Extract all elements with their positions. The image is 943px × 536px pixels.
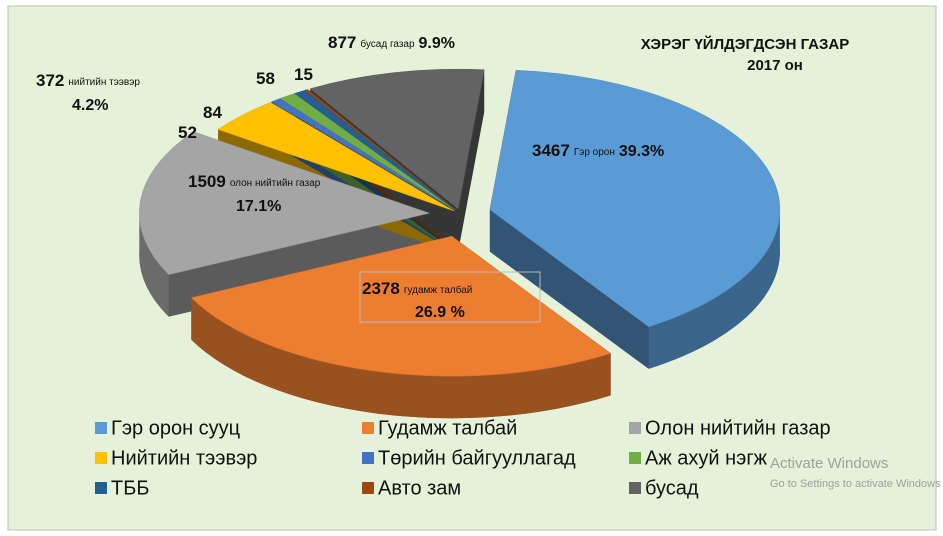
legend-swatch [629, 422, 641, 434]
slice [270, 98, 455, 211]
data-label: 372 нийтийн тээвэр [36, 71, 140, 90]
data-label: 3467 Гэр орон 39.3% [532, 141, 664, 160]
slice [190, 235, 612, 377]
slice-side [139, 213, 169, 317]
legend-swatch [629, 452, 641, 464]
slice-wall [489, 209, 649, 369]
data-label: 1509 олон нийтийн газар [188, 172, 321, 191]
slice [304, 89, 456, 211]
label-box [359, 271, 541, 323]
slice [489, 69, 781, 328]
legend-label: Нийтийн тээвэр [111, 447, 257, 469]
slice-side [648, 209, 780, 369]
legend-label: Төрийн байгууллагад [378, 447, 576, 469]
label-percent: 39.3% [619, 143, 664, 160]
label-name: нийтийн тээвэр [68, 77, 140, 88]
data-label: 84 [203, 103, 222, 122]
label-value: 877 [328, 33, 356, 52]
label-percent: 17.1% [236, 198, 281, 215]
data-label: 15 [294, 65, 313, 84]
label-percent: 26.9 % [415, 304, 465, 321]
data-label: 58 [256, 69, 275, 88]
legend-label: Гудамж талбай [378, 417, 517, 439]
legend-label: бусад [645, 477, 699, 499]
data-label: 52 [178, 123, 197, 142]
label-value: 58 [256, 69, 275, 88]
legend-label: ТББ [111, 477, 149, 499]
legend-label: Гэр орон сууц [111, 417, 240, 439]
pie [139, 68, 781, 419]
legend-swatch [362, 422, 374, 434]
label-value: 52 [178, 123, 197, 142]
legend-swatch [629, 482, 641, 494]
legend: Гэр орон сууц Гудамж талбай Олон нийтийн г… [95, 417, 831, 499]
slice [309, 68, 485, 210]
legend-label: Аж ахуй нэгж [645, 447, 768, 469]
data-label: 877 бусад газар 9.9% [328, 33, 455, 52]
legend-swatch [95, 452, 107, 464]
data-labels: 3467 Гэр орон 39.3% 2378 гудамж талбай 26.9 %… [36, 33, 664, 323]
label-value: 3467 [532, 141, 570, 160]
legend-label: Авто зам [378, 477, 461, 499]
label-value: 372 [36, 71, 64, 90]
legend-swatch [95, 422, 107, 434]
slice [217, 102, 455, 212]
label-name: олон нийтийн газар [230, 178, 321, 189]
label-name: бусад газар [360, 38, 415, 50]
slice [279, 93, 456, 211]
label-value: 1509 [188, 172, 226, 191]
legend-label: Олон нийтийн газар [645, 417, 831, 439]
watermark: Go to Settings to activate Windows [770, 478, 941, 490]
slice [139, 131, 431, 275]
label-value: 84 [203, 103, 222, 122]
slice-wall [458, 69, 485, 252]
chart-title: ХЭРЭГ ҮЙЛДЭГДСЭН ГАЗАР [641, 35, 849, 53]
watermark: Activate Windows [770, 455, 888, 472]
slice-side [191, 297, 611, 419]
chart-subtitle: 2017 он [747, 57, 803, 74]
legend-swatch [95, 482, 107, 494]
data-label: 2378 гудамж талбай [362, 279, 472, 298]
label-value: 2378 [362, 279, 400, 298]
legend-swatch [362, 482, 374, 494]
label-percent: 4.2% [72, 97, 108, 114]
label-percent: 9.9% [419, 35, 455, 52]
label-name: Гэр орон [574, 147, 615, 158]
legend-swatch [362, 452, 374, 464]
label-value: 15 [294, 65, 313, 84]
label-name: гудамж талбай [404, 284, 473, 296]
